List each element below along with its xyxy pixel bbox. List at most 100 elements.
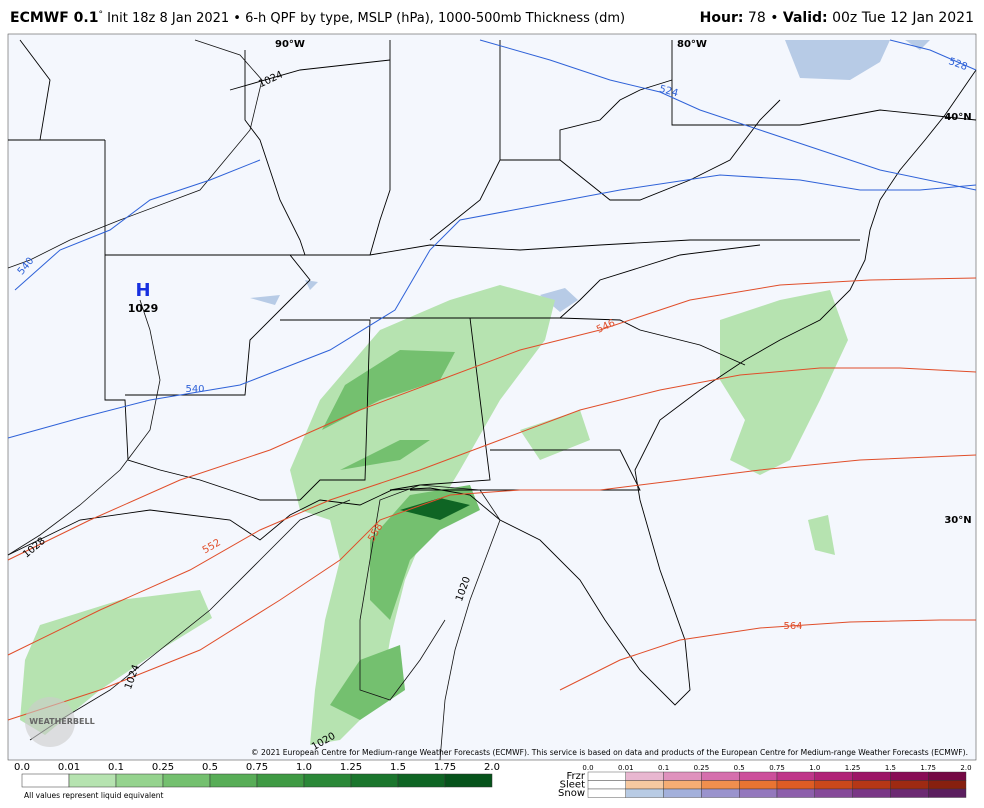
type-swatch <box>928 780 967 790</box>
rain-swatch <box>444 773 493 788</box>
boundaries <box>7 39 977 706</box>
type-tick: 1.75 <box>920 764 936 772</box>
type-swatch <box>776 780 815 790</box>
thickness-label: 540 <box>185 384 204 395</box>
type-swatch <box>739 771 778 781</box>
type-tick: 0.5 <box>734 764 745 772</box>
thickness-label: 524 <box>658 84 679 100</box>
lake <box>250 280 318 305</box>
type-swatch <box>928 771 967 781</box>
type-tick: 1.5 <box>885 764 896 772</box>
high-pressure: 1029 <box>128 302 159 315</box>
type-swatch <box>814 780 853 790</box>
type-tick: 1.0 <box>809 764 820 772</box>
thickness-label: 564 <box>783 621 802 632</box>
logo-globe <box>25 697 75 747</box>
type-tick: 1.25 <box>845 764 861 772</box>
description: Init 18z 8 Jan 2021 • 6-h QPF by type, M… <box>103 11 625 26</box>
legend-tick: 0.0 <box>14 762 30 773</box>
type-swatch <box>739 780 778 790</box>
type-swatch <box>739 788 778 798</box>
type-swatch <box>890 780 929 790</box>
rain-swatch <box>350 773 399 788</box>
legend-tick: 1.5 <box>390 762 406 773</box>
valid: 00z Tue 12 Jan 2021 <box>832 10 974 26</box>
header-right: Hour: 78 • Valid: 00z Tue 12 Jan 2021 <box>700 10 974 26</box>
rain-swatch <box>162 773 211 788</box>
precip-area <box>720 290 848 475</box>
logo: WEATHERBELL <box>29 717 94 726</box>
hour-label: Hour: <box>700 10 744 26</box>
thickness-blue <box>7 39 977 439</box>
type-swatch <box>852 771 891 781</box>
precip-area <box>20 590 212 735</box>
valid-label: Valid: <box>783 10 828 26</box>
type-swatch <box>701 771 740 781</box>
rain-swatch <box>209 773 258 788</box>
grid-label: 30°N <box>944 515 971 526</box>
type-swatch <box>814 771 853 781</box>
type-swatch <box>625 771 664 781</box>
legend-tick: 0.25 <box>152 762 174 773</box>
grid-label: 40°N <box>944 112 971 123</box>
type-swatch <box>587 788 626 798</box>
rain-swatch <box>115 773 164 788</box>
type-tick: 0.1 <box>658 764 669 772</box>
rain-swatch <box>68 773 117 788</box>
type-swatch <box>776 771 815 781</box>
precip-area <box>340 440 430 470</box>
legend-tick: 0.01 <box>58 762 80 773</box>
rain-swatch <box>256 773 305 788</box>
legend-tick: 0.75 <box>246 762 268 773</box>
precip-area <box>330 645 405 720</box>
credit: © 2021 European Centre for Medium-range … <box>251 748 968 757</box>
rain-swatch <box>303 773 352 788</box>
degree: ° <box>98 10 103 20</box>
type-swatch <box>890 788 929 798</box>
type-swatch <box>701 788 740 798</box>
type-label: Sleet <box>560 780 585 791</box>
legend-tick: 1.0 <box>296 762 312 773</box>
type-label: Snow <box>558 788 585 799</box>
precip-area <box>400 498 470 520</box>
type-swatch <box>625 788 664 798</box>
type-swatch <box>587 771 626 781</box>
type-swatch <box>852 780 891 790</box>
type-swatch <box>701 780 740 790</box>
legend-tick: 1.75 <box>434 762 456 773</box>
type-tick: 0.25 <box>694 764 710 772</box>
legend-tick: 2.0 <box>484 762 500 773</box>
lake <box>905 40 930 50</box>
grid-label: 80°W <box>677 39 707 50</box>
type-swatch <box>663 780 702 790</box>
type-swatch <box>776 788 815 798</box>
precip-area <box>322 350 455 430</box>
model-name: ECMWF 0.1 <box>10 10 98 26</box>
legend-tick: 0.1 <box>108 762 124 773</box>
precip-area <box>520 410 590 460</box>
type-swatch <box>890 771 929 781</box>
legend: All values represent liquid equivalent 0… <box>14 762 972 800</box>
type-swatch <box>814 788 853 798</box>
high-symbol: H <box>135 280 150 301</box>
rain-swatch <box>397 773 446 788</box>
type-tick: 0.0 <box>582 764 593 772</box>
type-tick: 2.0 <box>960 764 971 772</box>
lake <box>785 40 890 80</box>
type-swatch <box>928 788 967 798</box>
type-tick: 0.01 <box>618 764 634 772</box>
precip-area <box>370 485 480 620</box>
legend-note: All values represent liquid equivalent <box>24 791 163 800</box>
precip-area <box>808 515 835 555</box>
sep: • <box>770 10 778 26</box>
map: 90°W 80°W 40°N 30°N H 1029 1024 1020 102… <box>7 33 977 761</box>
type-label: Frzr <box>567 771 586 782</box>
type-swatch <box>663 788 702 798</box>
type-tick: 0.75 <box>769 764 785 772</box>
type-swatch <box>587 780 626 790</box>
type-swatch <box>663 771 702 781</box>
lake <box>540 288 578 312</box>
thickness-red <box>7 277 977 721</box>
